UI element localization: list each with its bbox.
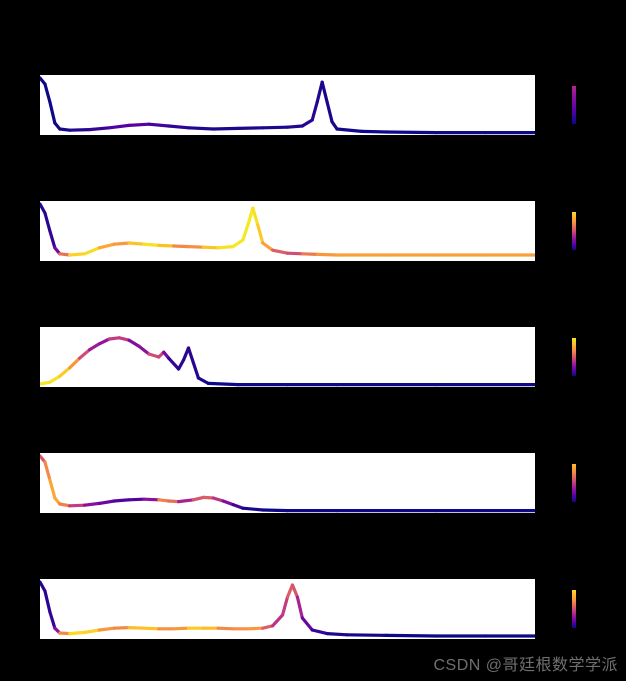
panel-5-line <box>40 579 535 639</box>
panel-3 <box>40 327 535 387</box>
panel-1-colorbar <box>572 86 576 124</box>
panel-4-colorbar <box>572 464 576 502</box>
panel-2-colorbar <box>572 212 576 250</box>
panel-4-line <box>40 453 535 513</box>
panel-3-line <box>40 327 535 387</box>
watermark-text: CSDN @哥廷根数学学派 <box>433 651 618 675</box>
panel-2-line <box>40 201 535 261</box>
panel-4 <box>40 453 535 513</box>
panel-1 <box>40 75 535 135</box>
figure: CSDN @哥廷根数学学派 <box>0 0 626 681</box>
panel-2 <box>40 201 535 261</box>
panel-1-line <box>40 75 535 135</box>
panel-5 <box>40 579 535 639</box>
panel-3-colorbar <box>572 338 576 376</box>
panel-5-colorbar <box>572 590 576 628</box>
